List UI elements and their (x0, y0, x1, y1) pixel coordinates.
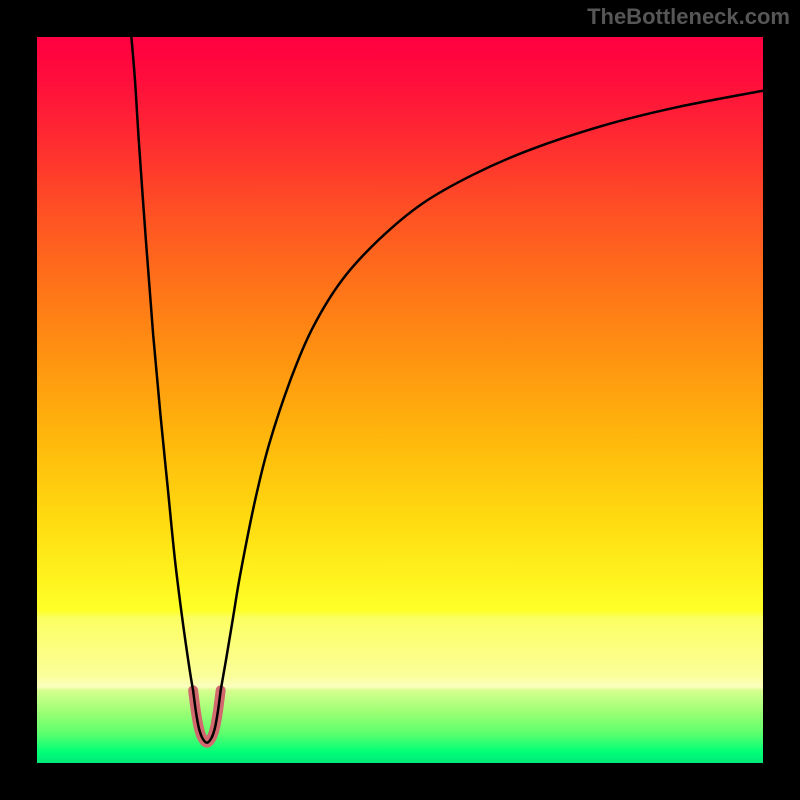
attribution-text: TheBottleneck.com (587, 4, 790, 30)
chart-svg (37, 37, 763, 763)
figure-container: TheBottleneck.com (0, 0, 800, 800)
gradient-background (37, 37, 763, 763)
plot-area (37, 37, 763, 763)
